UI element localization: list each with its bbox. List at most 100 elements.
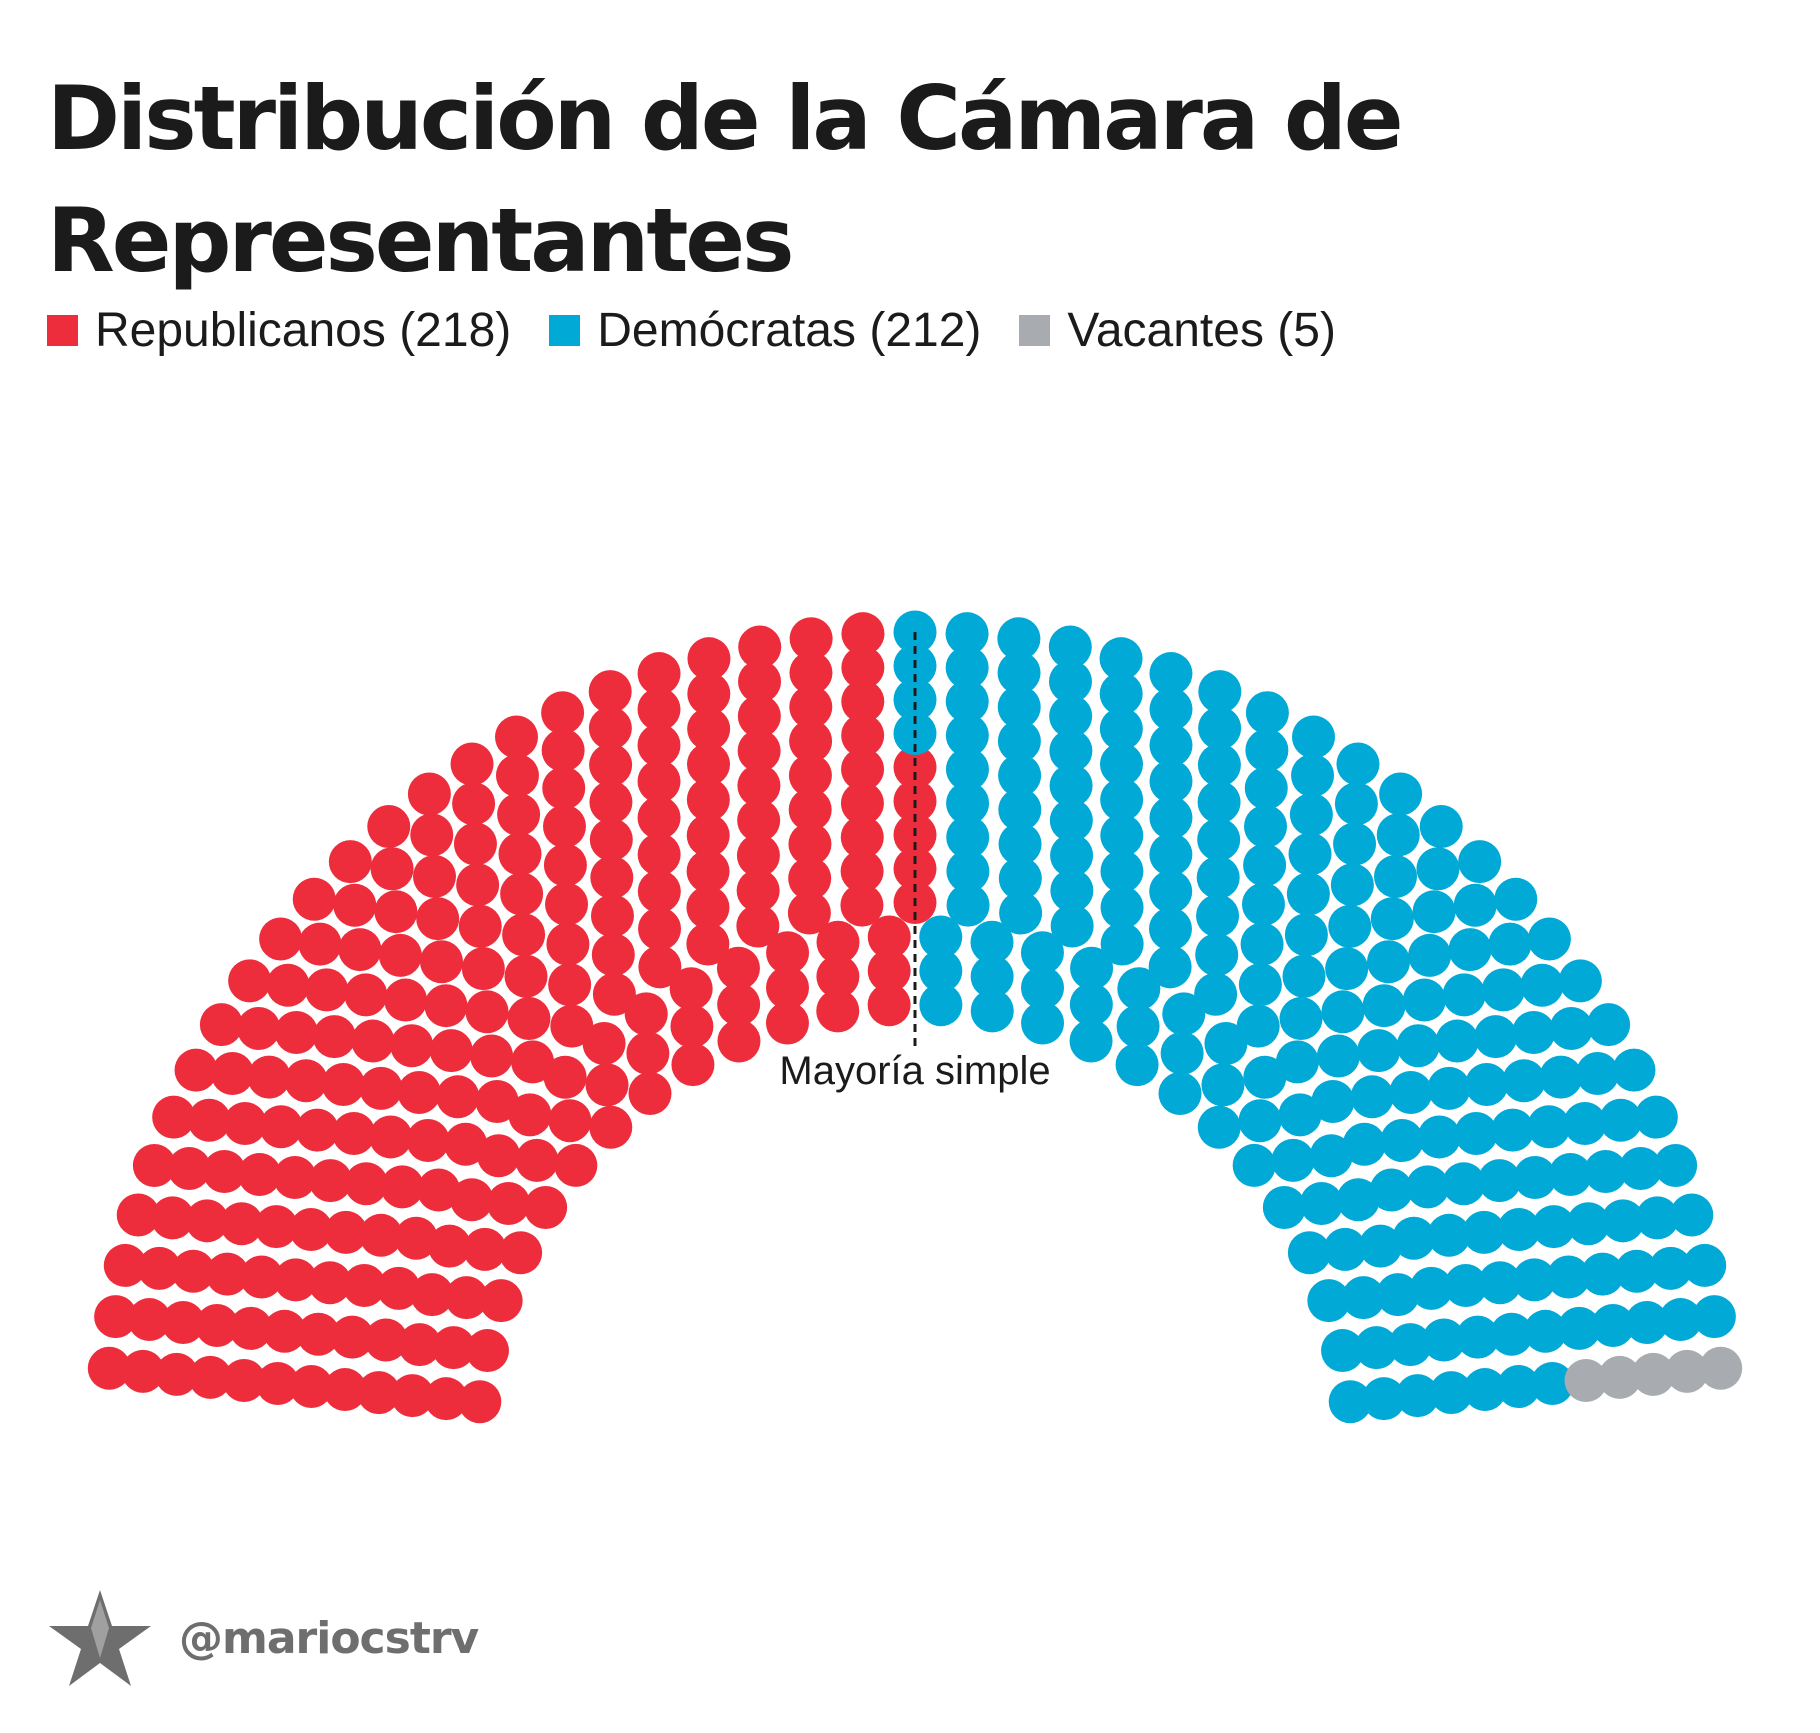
seat-democratas-384	[1634, 1095, 1678, 1139]
seat-republicanos-132	[626, 1031, 670, 1075]
seat-republicanos-215	[893, 847, 937, 891]
seat-democratas-224	[919, 949, 963, 993]
seat-republicanos-114	[370, 847, 414, 891]
seat-democratas-233	[946, 849, 990, 893]
seat-republicanos-159	[637, 832, 681, 876]
seat-democratas-423	[1692, 1295, 1736, 1339]
seat-democratas-335	[1238, 1099, 1282, 1143]
seat-republicanos-34	[377, 1266, 421, 1310]
seat-republicanos-157	[589, 743, 633, 787]
seat-democratas-258	[1050, 869, 1094, 913]
seat-republicanos-62	[295, 1108, 339, 1152]
seat-republicanos-48	[394, 1216, 438, 1260]
star-icon	[49, 1590, 151, 1686]
seat-democratas-274	[1149, 796, 1193, 840]
seat-republicanos-14	[127, 1298, 171, 1342]
seat-republicanos-203	[840, 849, 884, 893]
seat-republicanos-148	[590, 855, 634, 899]
seat-democratas-264	[1149, 652, 1193, 696]
seat-republicanos-108	[328, 840, 372, 884]
seat-republicanos-163	[588, 670, 632, 714]
seat-republicanos-3	[390, 1374, 434, 1418]
seat-republicanos-25	[103, 1243, 147, 1287]
seat-republicanos-102	[378, 933, 422, 977]
seat-republicanos-53	[463, 1227, 507, 1271]
seat-democratas-347	[1527, 917, 1571, 961]
seat-democratas-415	[1422, 1318, 1466, 1362]
seat-democratas-229	[945, 713, 989, 757]
seat-democratas-241	[970, 955, 1014, 999]
seat-democratas-290	[1244, 766, 1288, 810]
seat-republicanos-98	[292, 877, 336, 921]
seat-republicanos-206	[841, 747, 885, 791]
seat-republicanos-141	[495, 754, 539, 798]
seat-republicanos-179	[766, 966, 809, 1010]
seat-democratas-399	[1601, 1199, 1645, 1243]
seat-republicanos-36	[410, 1273, 454, 1317]
seat-democratas-352	[1435, 1019, 1479, 1063]
seat-republicanos-118	[458, 904, 502, 948]
seat-republicanos-158	[717, 1019, 761, 1063]
seat-republicanos-149	[542, 766, 586, 810]
seat-republicanos-199	[789, 685, 833, 729]
seat-democratas-344	[1232, 1143, 1276, 1187]
seat-democratas-376	[1406, 1165, 1450, 1209]
footer: @mariocstrv	[47, 1588, 479, 1688]
seat-democratas-308	[1333, 822, 1377, 866]
seat-republicanos-27	[171, 1249, 215, 1293]
seat-republicanos-193	[788, 822, 832, 866]
seat-democratas-247	[999, 891, 1043, 935]
seat-vacantes-434	[1665, 1349, 1709, 1393]
seat-republicanos-79	[477, 1134, 521, 1178]
seat-democratas-260	[1021, 1001, 1065, 1045]
seat-democratas-232	[946, 815, 990, 859]
seat-democratas-307	[1286, 872, 1330, 916]
seat-democratas-326	[1243, 1055, 1287, 1099]
seat-democratas-325	[1416, 847, 1460, 891]
seat-democratas-341	[1278, 1093, 1322, 1137]
seat-democratas-284	[1148, 907, 1192, 951]
seat-republicanos-46	[359, 1213, 403, 1257]
seat-democratas-238	[997, 719, 1041, 763]
seat-republicanos-12	[87, 1346, 131, 1390]
seat-democratas-416	[1456, 1315, 1500, 1359]
seat-democratas-239	[970, 920, 1014, 964]
seat-democratas-324	[1370, 897, 1414, 941]
seat-democratas-337	[1316, 1034, 1360, 1078]
seat-democratas-361	[1262, 1185, 1306, 1229]
seat-republicanos-145	[495, 715, 538, 759]
seat-democratas-386	[1359, 1224, 1403, 1268]
seat-republicanos-152	[638, 907, 682, 951]
seat-democratas-327	[1197, 1105, 1241, 1149]
seat-republicanos-74	[237, 1006, 281, 1050]
seat-republicanos-57	[223, 1102, 267, 1145]
seat-democratas-311	[1158, 1072, 1202, 1116]
seat-democratas-293	[1196, 894, 1240, 938]
seat-democratas-368	[1417, 1115, 1461, 1159]
seat-democratas-425	[1362, 1377, 1406, 1421]
seat-republicanos-43	[132, 1143, 176, 1187]
seat-democratas-333	[1453, 883, 1497, 927]
seat-democratas-429	[1497, 1365, 1541, 1409]
seat-republicanos-170	[637, 687, 681, 731]
seat-democratas-378	[1287, 1231, 1331, 1275]
seats-group	[87, 610, 1743, 1424]
seat-republicanos-147	[638, 945, 682, 989]
seat-democratas-375	[1612, 1048, 1656, 1092]
seat-democratas-392	[1462, 1210, 1506, 1254]
seat-republicanos-130	[546, 922, 590, 966]
seat-republicanos-208	[841, 679, 885, 723]
seat-democratas-414	[1388, 1323, 1432, 1367]
seat-republicanos-90	[554, 1143, 598, 1187]
seat-republicanos-56	[344, 1162, 388, 1206]
seat-democratas-374	[1491, 1108, 1535, 1152]
seat-democratas-334	[1408, 933, 1452, 977]
seat-democratas-240	[998, 753, 1042, 797]
seat-democratas-393	[1654, 1143, 1698, 1187]
seat-democratas-348	[1396, 1024, 1440, 1068]
seat-republicanos-210	[841, 612, 885, 656]
seat-democratas-296	[1243, 843, 1287, 887]
seat-republicanos-202	[840, 883, 884, 927]
seat-republicanos-191	[788, 857, 832, 900]
legend-item-vacantes: Vacantes (5)	[1019, 303, 1336, 358]
